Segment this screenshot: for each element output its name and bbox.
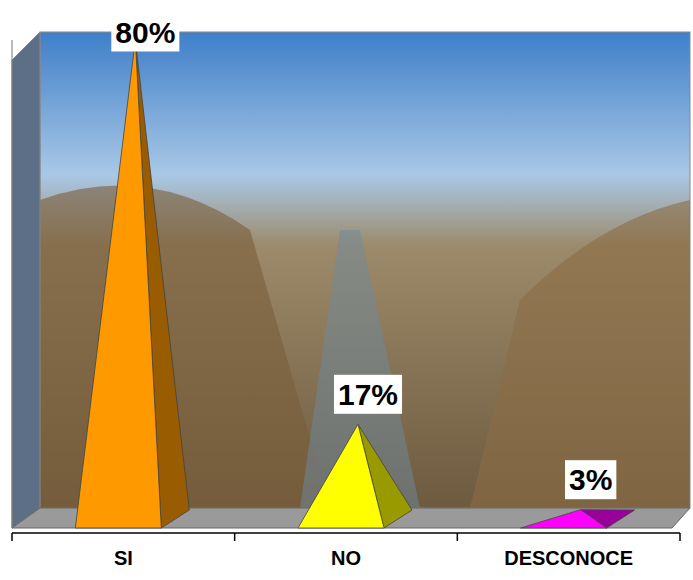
side-wall [12,32,40,528]
marks [75,40,634,528]
data-label-box [565,460,616,499]
pyramid-front [298,424,384,528]
data-label: 80% [115,16,175,49]
x-tick [679,533,681,541]
data-label-box [334,375,402,414]
pyramid-front [521,510,607,528]
pyramid [298,424,412,528]
pyramid [75,40,189,528]
x-tick [234,533,236,541]
x-tick-label: SI [114,547,133,569]
data-label: 17% [338,378,398,411]
x-tick-label: DESCONOCE [504,547,633,569]
value-range-line [12,40,13,528]
data-label: 3% [569,463,612,496]
pyramid [521,510,635,528]
data-label-box [111,13,179,52]
x-axis [12,532,680,534]
x-tick [457,533,459,541]
x-tick [11,533,13,541]
x-tick-label: NO [331,547,361,569]
pyramid-front [75,40,161,528]
ground-shape [470,200,690,508]
chart: 80% 17% 3% SI NO DESCONOCE [0,0,693,580]
